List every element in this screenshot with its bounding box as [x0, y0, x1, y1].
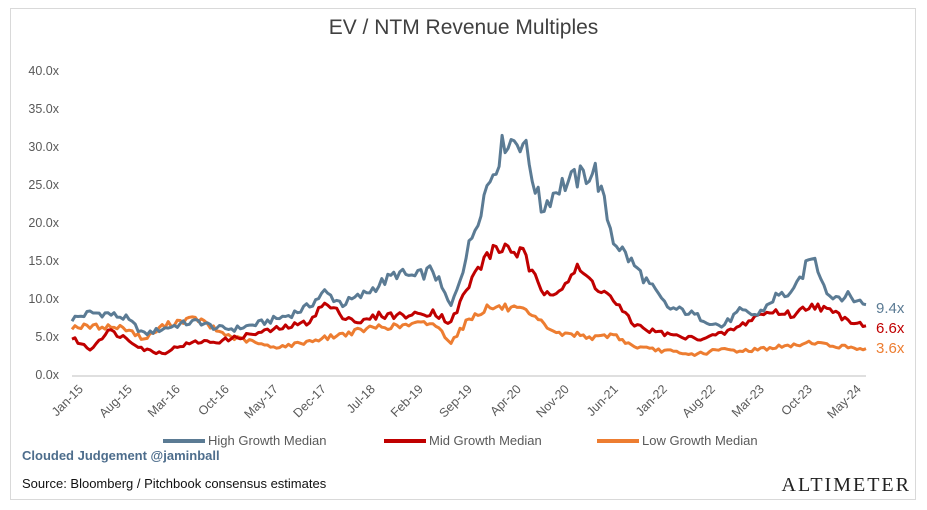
series-line-low-growth-median — [70, 302, 867, 357]
legend-swatch-low-growth — [597, 438, 639, 443]
legend-swatch-mid-growth — [384, 438, 426, 443]
chart-title: EV / NTM Revenue Multiples — [328, 16, 599, 39]
author-handle: Clouded Judgement @jaminball — [22, 448, 220, 463]
y-tick-label: 35.0x — [28, 102, 59, 116]
altimeter-logo: Altimeter — [781, 474, 911, 496]
series-line-mid-growth-median — [71, 242, 867, 356]
legend-item-mid-growth: Mid Growth Median — [384, 433, 542, 448]
y-tick-label: 10.0x — [28, 292, 59, 306]
legend-label-low-growth: Low Growth Median — [642, 433, 758, 448]
y-tick-label: 20.0x — [28, 216, 59, 230]
end-label-low-growth-median: 3.6x — [876, 340, 905, 357]
legend-swatch-high-growth — [163, 438, 205, 443]
y-tick-label: 0.0x — [35, 368, 59, 382]
y-tick-label: 15.0x — [28, 254, 59, 268]
source-note: Source: Bloomberg / Pitchbook consensus … — [22, 476, 327, 491]
y-tick-label: 5.0x — [35, 330, 59, 344]
legend-item-high-growth: High Growth Median — [163, 433, 327, 448]
legend-label-high-growth: High Growth Median — [208, 433, 327, 448]
y-tick-label: 40.0x — [28, 64, 59, 78]
legend-label-mid-growth: Mid Growth Median — [429, 433, 542, 448]
chart-frame — [10, 8, 916, 500]
legend-item-low-growth: Low Growth Median — [597, 433, 758, 448]
y-tick-label: 30.0x — [28, 140, 59, 154]
end-label-high-growth-median: 9.4x — [876, 300, 905, 317]
y-tick-label: 25.0x — [28, 178, 59, 192]
end-label-mid-growth-median: 6.6x — [876, 320, 905, 337]
series-line-high-growth-median — [70, 133, 867, 337]
